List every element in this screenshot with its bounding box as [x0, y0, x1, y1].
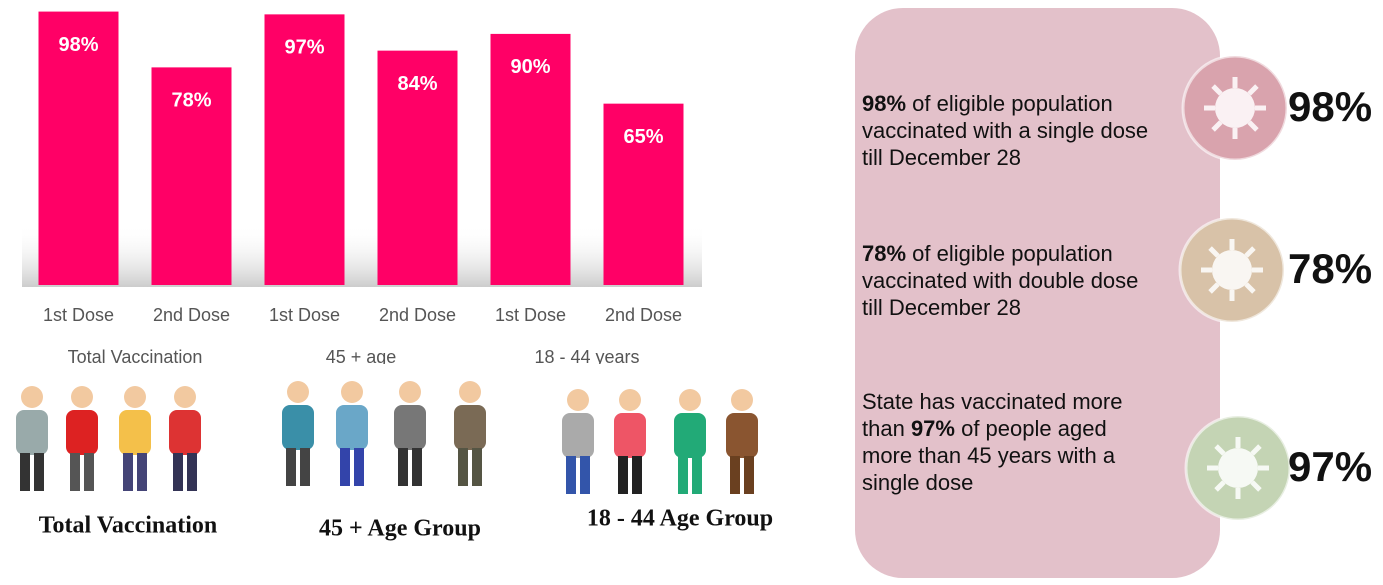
person-leg — [744, 456, 754, 494]
person-leg — [398, 448, 408, 486]
panel-text: 98% of eligible population vaccinated wi… — [862, 90, 1154, 171]
group-label: 18 - 44 years — [534, 347, 639, 367]
panel-text: State has vaccinated more than 97% of pe… — [862, 388, 1154, 496]
person-head — [679, 389, 701, 411]
virus-icon — [1215, 88, 1255, 128]
person-leg — [632, 456, 642, 494]
person-head — [341, 381, 363, 403]
person-head — [174, 386, 196, 408]
text-part: 98% — [862, 91, 906, 116]
text-part: 78% — [862, 241, 906, 266]
value-label: 98% — [58, 34, 98, 56]
person-head — [287, 381, 309, 403]
person-leg — [20, 453, 30, 491]
panel-text: 78% of eligible population vaccinated wi… — [862, 240, 1154, 321]
figure-label: Total Vaccination — [39, 513, 218, 539]
page: 98% 1st Dose 78% 2nd Dose 97% 1st Dose 84% 2nd … — [0, 0, 1383, 585]
group-label: Total Vaccination — [68, 347, 203, 367]
x-tick-label: 2nd Dose — [153, 305, 230, 325]
group-label: 45 + age — [326, 347, 397, 367]
person-leg — [300, 448, 310, 486]
virus-icon — [1212, 250, 1252, 290]
person-head — [124, 386, 146, 408]
text-part: of eligible population vaccinated with a… — [862, 91, 1154, 170]
person-leg — [84, 453, 94, 491]
x-tick-label: 2nd Dose — [605, 305, 682, 325]
person-body — [454, 405, 486, 450]
badge-value: 97% — [1288, 443, 1372, 491]
person-leg — [692, 456, 702, 494]
person-body — [336, 405, 368, 450]
person-leg — [730, 456, 740, 494]
person-head — [21, 386, 43, 408]
person-leg — [354, 448, 364, 486]
person-body — [726, 413, 758, 458]
person-leg — [678, 456, 688, 494]
person-leg — [340, 448, 350, 486]
value-label: 78% — [171, 90, 211, 112]
person-body — [562, 413, 594, 458]
person-body — [66, 410, 98, 455]
group-labels: Total Vaccination 45 + age 18 - 44 years — [68, 347, 640, 367]
person-leg — [123, 453, 133, 491]
figure-label: 45 + Age Group — [319, 516, 481, 542]
chart: 98% 1st Dose 78% 2nd Dose 97% 1st Dose 84% 2nd … — [0, 0, 1383, 585]
person-leg — [472, 448, 482, 486]
person-head — [567, 389, 589, 411]
person-leg — [618, 456, 628, 494]
person-leg — [70, 453, 80, 491]
person-leg — [173, 453, 183, 491]
person-body — [394, 405, 426, 450]
badge-value: 78% — [1288, 245, 1372, 293]
person-leg — [34, 453, 44, 491]
person-body — [614, 413, 646, 458]
person-leg — [566, 456, 576, 494]
value-label: 84% — [397, 73, 437, 95]
x-tick-label: 1st Dose — [43, 305, 114, 325]
person-body — [119, 410, 151, 455]
value-label: 65% — [623, 126, 663, 148]
x-tick-label: 1st Dose — [495, 305, 566, 325]
badge-value: 98% — [1288, 83, 1372, 131]
person-head — [731, 389, 753, 411]
value-label: 97% — [284, 37, 324, 59]
value-label: 90% — [510, 56, 550, 78]
person-body — [169, 410, 201, 455]
person-body — [674, 413, 706, 458]
bar-shadow — [22, 225, 702, 287]
x-tick-label: 1st Dose — [269, 305, 340, 325]
person-body — [16, 410, 48, 455]
person-leg — [458, 448, 468, 486]
text-part: 97% — [911, 416, 955, 441]
virus-icon — [1218, 448, 1258, 488]
person-leg — [580, 456, 590, 494]
person-leg — [187, 453, 197, 491]
person-head — [619, 389, 641, 411]
person-leg — [137, 453, 147, 491]
person-head — [71, 386, 93, 408]
person-head — [459, 381, 481, 403]
person-leg — [412, 448, 422, 486]
person-body — [282, 405, 314, 450]
x-tick-label: 2nd Dose — [379, 305, 456, 325]
person-head — [399, 381, 421, 403]
person-leg — [286, 448, 296, 486]
figure-label: 18 - 44 Age Group — [587, 506, 773, 532]
